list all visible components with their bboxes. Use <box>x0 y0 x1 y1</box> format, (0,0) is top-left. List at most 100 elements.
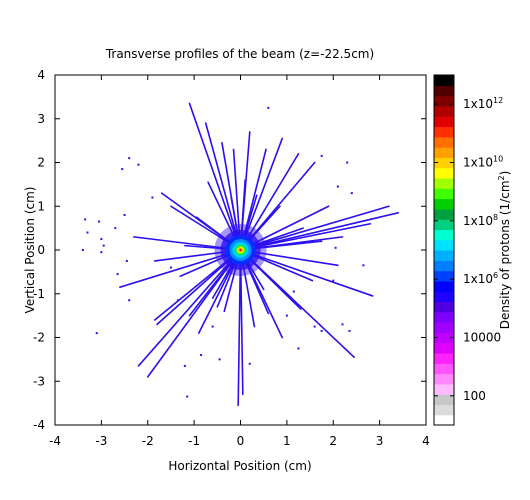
colorbar-ticks: 100 10000 1x106 1x108 1x1010 1x1012 <box>434 96 503 403</box>
y-tick-label: -3 <box>33 374 45 388</box>
proton-hit <box>292 290 295 293</box>
colorbar-segment <box>434 342 454 354</box>
proton-hit <box>95 332 98 335</box>
proton-hit <box>102 244 105 247</box>
x-tick-label: -1 <box>188 434 200 448</box>
colorbar-segment <box>434 414 454 426</box>
proton-hit <box>125 259 128 262</box>
colorbar-segment <box>434 75 454 86</box>
proton-hit <box>116 273 119 276</box>
y-axis-ticks: -4 -3 -2 -1 0 1 2 3 4 <box>33 68 426 432</box>
colorbar-label-superscript: 2 <box>497 175 506 180</box>
colorbar-segment <box>434 373 454 385</box>
proton-hit <box>320 329 323 332</box>
y-tick-label: 0 <box>37 243 45 257</box>
x-tick-label: -3 <box>95 434 107 448</box>
x-tick-label: 1 <box>283 434 291 448</box>
proton-hit <box>350 192 353 195</box>
colorbar-tick-label: 100 <box>463 389 486 403</box>
proton-streak <box>237 249 242 407</box>
x-axis-label: Horizontal Position (cm) <box>168 459 311 473</box>
colorbar-segment <box>434 229 454 241</box>
proton-streak <box>204 122 242 251</box>
proton-hit <box>176 299 179 302</box>
x-axis-ticks: -4 -3 -2 -1 0 1 2 3 4 <box>49 75 430 448</box>
colorbar-segment <box>434 126 454 138</box>
proton-streak <box>239 222 372 251</box>
colorbar-segment <box>434 322 454 333</box>
proton-streak <box>188 102 242 251</box>
colorbar-segment <box>434 404 454 416</box>
colorbar-segment <box>434 85 454 97</box>
x-tick-label: 4 <box>422 434 430 448</box>
proton-hit <box>200 354 203 356</box>
proton-hit <box>248 362 251 365</box>
beam-core-contour <box>239 249 242 251</box>
colorbar-segment <box>434 167 454 179</box>
colorbar-segment <box>434 95 454 107</box>
density-map <box>81 102 399 407</box>
colorbar-segment <box>434 208 454 220</box>
proton-hit <box>348 329 351 332</box>
proton-hit <box>123 214 126 216</box>
colorbar-segment <box>434 260 454 272</box>
proton-hit <box>100 251 103 254</box>
x-tick-label: -2 <box>142 434 154 448</box>
colorbar-segment <box>434 198 454 210</box>
colorbar-tick-label: 1x108 <box>463 213 498 228</box>
colorbar-segment <box>434 105 454 117</box>
proton-hit <box>320 154 323 157</box>
proton-hit <box>86 231 89 234</box>
x-tick-label: 3 <box>376 434 384 448</box>
chart-title: Transverse profiles of the beam (z=-22.5… <box>105 47 374 61</box>
proton-hit <box>114 227 117 230</box>
colorbar-segment <box>434 270 454 282</box>
proton-streak <box>119 249 242 288</box>
proton-hit <box>100 238 103 241</box>
proton-hit <box>218 358 221 361</box>
colorbar-segment <box>434 332 454 344</box>
proton-hit <box>183 364 186 367</box>
proton-streak <box>239 249 244 396</box>
colorbar-segment <box>434 311 454 323</box>
proton-hit <box>362 264 365 267</box>
proton-hit <box>84 218 87 221</box>
colorbar-segment <box>434 280 454 292</box>
proton-hit <box>81 249 84 251</box>
colorbar-segment <box>434 291 454 303</box>
colorbar-label-text: Density of protons (1/cm <box>498 180 512 329</box>
proton-streak <box>239 249 374 297</box>
proton-hit <box>313 325 316 328</box>
proton-hit <box>346 161 349 164</box>
colorbar-segment <box>434 363 454 375</box>
proton-streak <box>239 205 390 251</box>
colorbar-segment <box>434 352 454 364</box>
colorbar-label-end: ) <box>498 171 512 176</box>
proton-hit <box>169 266 172 269</box>
y-tick-label: -2 <box>33 331 45 345</box>
y-axis-label: Vertical Position (cm) <box>23 187 37 314</box>
proton-hit <box>341 323 344 326</box>
proton-hit <box>128 157 131 160</box>
colorbar-segment <box>434 188 454 200</box>
proton-hit <box>285 314 288 317</box>
proton-hit <box>211 325 214 328</box>
colorbar-segment <box>434 116 454 128</box>
proton-hit <box>98 220 101 223</box>
proton-streak <box>137 249 242 367</box>
y-tick-label: 4 <box>37 68 45 82</box>
colorbar-segment <box>434 147 454 158</box>
y-tick-label: 2 <box>37 156 45 170</box>
proton-hit <box>332 279 335 282</box>
colorbar-segment <box>434 250 454 261</box>
colorbar-tick-label: 1x1012 <box>463 96 503 111</box>
colorbar-label: Density of protons (1/cm2) <box>497 171 512 330</box>
colorbar-segment <box>434 239 454 251</box>
colorbar <box>434 75 454 426</box>
proton-streak <box>239 212 399 251</box>
proton-hit <box>334 246 337 249</box>
colorbar-segment <box>434 383 454 395</box>
x-tick-label: 0 <box>237 434 245 448</box>
proton-hit <box>267 106 270 109</box>
